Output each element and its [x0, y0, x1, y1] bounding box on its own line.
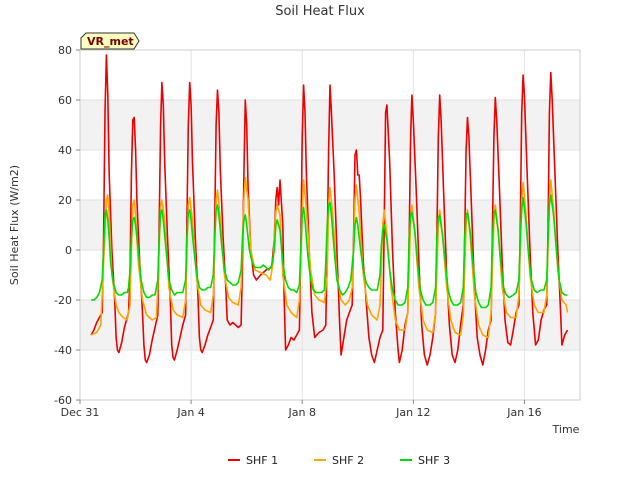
plot-frame — [79, 49, 581, 401]
y-tick-label: -60 — [54, 394, 72, 407]
y-tick-label: 80 — [58, 44, 72, 57]
y-tick-label: -40 — [54, 344, 72, 357]
series-lines — [90, 54, 569, 366]
legend-label: SHF 1 — [246, 454, 278, 467]
x-tick-label: Dec 31 — [61, 406, 100, 419]
x-tick-label: Jan 4 — [176, 406, 204, 419]
station-badge: VR_met — [80, 32, 140, 50]
y-tick-label: 20 — [58, 194, 72, 207]
x-axis-ticks: Dec 31 Jan 4 Jan 8 Jan 12 Jan 16 — [61, 400, 542, 419]
station-badge-shape — [80, 32, 140, 50]
chart-title: Soil Heat Flux — [275, 4, 365, 19]
series-line-shf-1 — [90, 54, 569, 366]
legend-label: SHF 2 — [332, 454, 364, 467]
x-tick-label: Jan 8 — [287, 406, 315, 419]
legend-label: SHF 3 — [418, 454, 450, 467]
y-tick-label: 40 — [58, 144, 72, 157]
y-axis-ticks: -60 -40 -20 0 20 40 60 80 — [54, 44, 80, 407]
y-tick-label: 60 — [58, 94, 72, 107]
station-badge-text: VR_met — [87, 35, 134, 48]
plot-band — [80, 250, 580, 300]
plot-band — [80, 350, 580, 400]
x-axis-label: Time — [552, 423, 580, 436]
y-tick-label: -20 — [54, 294, 72, 307]
y-tick-label: 0 — [65, 244, 72, 257]
plot-band — [80, 300, 580, 350]
x-tick-label: Jan 16 — [506, 406, 541, 419]
x-tick-label: Jan 12 — [395, 406, 430, 419]
legend: SHF 1 SHF 2 SHF 3 — [228, 454, 450, 467]
y-axis-label: Soil Heat Flux (W/m2) — [8, 165, 21, 285]
series-line-shf-3 — [91, 194, 568, 309]
series-line-shf-2 — [90, 176, 569, 339]
